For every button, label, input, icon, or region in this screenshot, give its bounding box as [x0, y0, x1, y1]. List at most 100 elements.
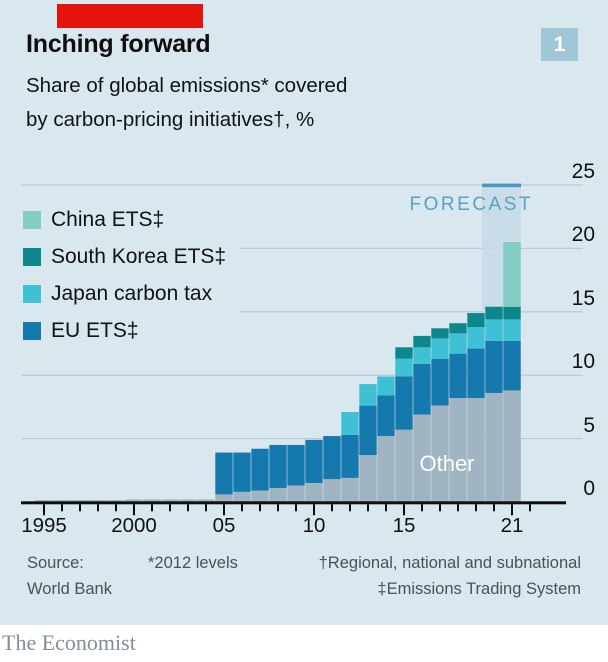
- forecast-band-cap: [482, 183, 521, 188]
- x-tick-2009: [295, 504, 297, 512]
- x-tick-2004: [205, 504, 207, 512]
- bar-1999-other: [107, 500, 125, 502]
- legend-swatch-japan: [23, 285, 41, 303]
- x-tick-2012: [349, 504, 351, 512]
- bar-2007-other: [251, 490, 269, 502]
- bar-2009-eu-ets: [287, 444, 305, 486]
- bar-2020-other: [485, 392, 503, 502]
- footnote-2012-levels: *2012 levels: [148, 554, 238, 572]
- bar-2006-eu-ets: [233, 452, 251, 492]
- bar-2018-other: [449, 398, 467, 502]
- x-tick-2013: [367, 504, 369, 512]
- bar-2015-eu-ets: [395, 376, 413, 430]
- bar-2017-other: [431, 405, 449, 502]
- x-axis-label-2000: 2000: [111, 514, 157, 537]
- bar-1997-other: [71, 500, 89, 502]
- footnote-ets: ‡Emissions Trading System: [377, 580, 581, 598]
- legend-label-south-korea: South Korea ETS‡: [51, 245, 227, 268]
- plot-area: FORECAST Other China ETS‡ South Korea ET…: [21, 160, 595, 537]
- source-name: World Bank: [27, 580, 112, 598]
- bar-2016-japan-carbon-tax: [413, 347, 431, 364]
- bar-2005-eu-ets: [215, 452, 233, 495]
- gridline-25: [21, 184, 583, 186]
- x-tick-2008: [277, 504, 279, 512]
- legend-item-south-korea: South Korea ETS‡: [23, 245, 227, 268]
- bar-2017-south-korea-ets: [431, 328, 449, 339]
- x-tick-2005: [223, 504, 225, 516]
- x-tick-2010: [313, 504, 315, 516]
- chart-subtitle-line2: by carbon-pricing initiatives†, %: [26, 108, 315, 131]
- x-tick-1998: [97, 504, 99, 512]
- x-tick-2020: [493, 504, 495, 512]
- bar-2009-other: [287, 485, 305, 502]
- stacked-bar-chart: [21, 183, 583, 516]
- x-axis-label-1995: 1995: [21, 514, 67, 537]
- bar-2013-other: [359, 455, 377, 502]
- other-series-label: Other: [419, 451, 475, 476]
- bar-2014-japan-carbon-tax: [377, 376, 395, 396]
- x-axis-label-2015: 15: [392, 514, 416, 537]
- economist-brand: The Economist: [2, 630, 136, 655]
- y-axis-label-0: 0: [583, 477, 595, 500]
- bar-2010-other: [305, 482, 323, 502]
- bar-2011-eu-ets: [323, 436, 341, 480]
- bar-2018-eu-ets: [449, 353, 467, 399]
- bar-2013-eu-ets: [359, 405, 377, 456]
- bar-2014-other: [377, 436, 395, 502]
- bar-2014-eu-ets: [377, 395, 395, 437]
- bar-2006-other: [233, 491, 251, 502]
- bar-2000-other: [125, 499, 143, 502]
- bar-2018-south-korea-ets: [449, 323, 467, 334]
- x-axis-label-2010: 10: [302, 514, 326, 537]
- bar-2016-eu-ets: [413, 363, 431, 415]
- x-axis-label-2005: 05: [212, 514, 236, 537]
- bar-2021-japan-carbon-tax: [503, 319, 521, 341]
- bar-2021-other: [503, 390, 521, 502]
- legend-swatch-eu: [23, 322, 41, 340]
- bar-2003-other: [179, 499, 197, 502]
- gridline-5: [21, 438, 583, 440]
- x-tick-2015: [403, 504, 405, 516]
- forecast-annotation: FORECAST: [409, 194, 533, 215]
- bar-2019-other: [467, 398, 485, 502]
- x-tick-2017: [439, 504, 441, 512]
- x-tick-2000: [133, 504, 135, 516]
- chart-title: Inching forward: [26, 30, 211, 58]
- legend-label-japan: Japan carbon tax: [51, 282, 213, 305]
- bar-2019-japan-carbon-tax: [467, 327, 485, 349]
- y-axis-label-5: 5: [583, 413, 595, 437]
- bar-2020-japan-carbon-tax: [485, 319, 503, 341]
- x-tick-2001: [151, 504, 153, 512]
- gridline-10: [21, 374, 583, 376]
- bar-2004-other: [197, 499, 215, 502]
- bar-1995-other: [35, 500, 53, 502]
- bar-2015-south-korea-ets: [395, 347, 413, 359]
- legend-label-eu: EU ETS‡: [51, 319, 139, 342]
- economist-red-tab: [57, 4, 203, 28]
- x-tick-2014: [385, 504, 387, 512]
- x-tick-2018: [457, 504, 459, 512]
- y-axis-label-25: 25: [571, 160, 595, 183]
- bar-2016-south-korea-ets: [413, 335, 431, 348]
- legend-item-japan: Japan carbon tax: [23, 282, 226, 305]
- bar-2018-japan-carbon-tax: [449, 333, 467, 354]
- bar-2008-eu-ets: [269, 444, 287, 489]
- bar-2002-other: [161, 499, 179, 502]
- bar-2020-eu-ets: [485, 340, 503, 393]
- bar-2021-china-ets: [503, 242, 521, 307]
- legend-swatch-china: [23, 211, 41, 229]
- bar-2012-eu-ets: [341, 434, 359, 478]
- bar-2005-other: [215, 494, 233, 502]
- bar-2021-south-korea-ets: [503, 306, 521, 320]
- x-tick-1996: [61, 504, 63, 512]
- bar-2021-eu-ets: [503, 340, 521, 391]
- bar-1996-other: [53, 500, 71, 502]
- bar-2007-eu-ets: [251, 448, 269, 491]
- y-axis-label-15: 15: [571, 286, 595, 310]
- x-tick-1995: [43, 504, 45, 516]
- bar-2012-other: [341, 477, 359, 502]
- legend-label-china: China ETS‡: [51, 208, 165, 231]
- gridline-20: [240, 247, 583, 249]
- gridline-15: [240, 311, 583, 313]
- x-tick-2003: [187, 504, 189, 512]
